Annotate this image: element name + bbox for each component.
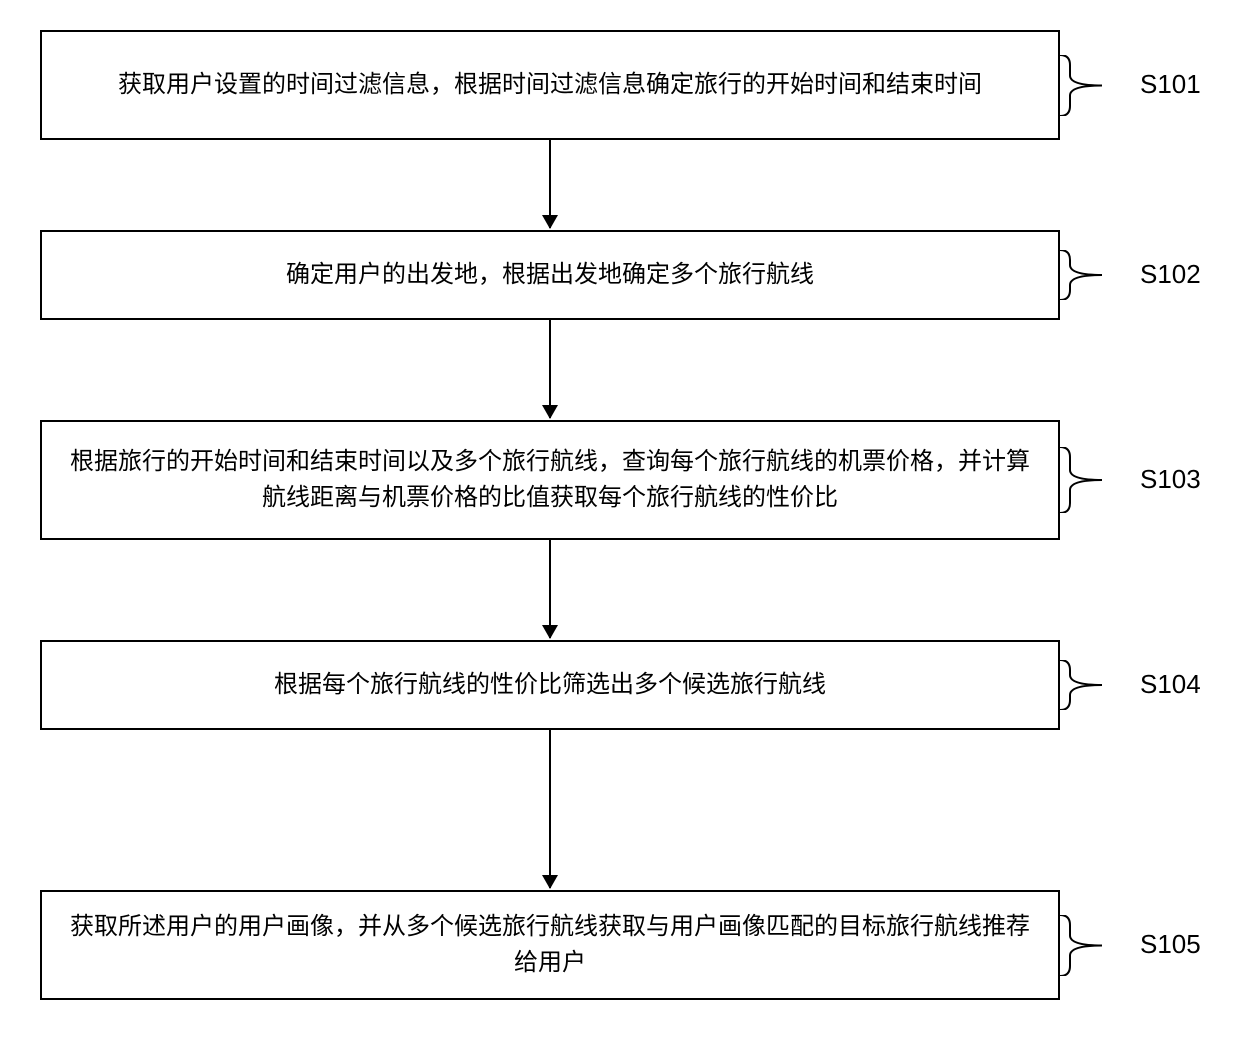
flowchart-step-box: 确定用户的出发地，根据出发地确定多个旅行航线 — [40, 230, 1060, 320]
flowchart-step-box: 根据旅行的开始时间和结束时间以及多个旅行航线，查询每个旅行航线的机票价格，并计算… — [40, 420, 1060, 540]
flowchart-step-box: 获取用户设置的时间过滤信息，根据时间过滤信息确定旅行的开始时间和结束时间 — [40, 30, 1060, 140]
flowchart-arrow — [549, 320, 551, 418]
flowchart-arrow — [549, 730, 551, 888]
step-bracket — [1060, 915, 1120, 981]
step-text: 根据每个旅行航线的性价比筛选出多个候选旅行航线 — [274, 667, 826, 703]
step-label: S102 — [1140, 259, 1201, 290]
flowchart-canvas: 获取用户设置的时间过滤信息，根据时间过滤信息确定旅行的开始时间和结束时间 S101… — [0, 0, 1240, 1045]
step-bracket — [1060, 660, 1120, 715]
step-text: 获取所述用户的用户画像，并从多个候选旅行航线获取与用户画像匹配的目标旅行航线推荐… — [62, 909, 1038, 981]
flowchart-arrow — [549, 140, 551, 228]
flowchart-step-box: 获取所述用户的用户画像，并从多个候选旅行航线获取与用户画像匹配的目标旅行航线推荐… — [40, 890, 1060, 1000]
step-bracket — [1060, 447, 1120, 518]
step-label: S103 — [1140, 464, 1201, 495]
step-bracket — [1060, 55, 1120, 121]
step-label: S101 — [1140, 69, 1201, 100]
step-bracket — [1060, 250, 1120, 305]
flowchart-arrow — [549, 540, 551, 638]
flowchart-step-box: 根据每个旅行航线的性价比筛选出多个候选旅行航线 — [40, 640, 1060, 730]
step-text: 根据旅行的开始时间和结束时间以及多个旅行航线，查询每个旅行航线的机票价格，并计算… — [62, 444, 1038, 516]
step-label: S105 — [1140, 929, 1201, 960]
step-label: S104 — [1140, 669, 1201, 700]
step-text: 确定用户的出发地，根据出发地确定多个旅行航线 — [286, 257, 814, 293]
step-text: 获取用户设置的时间过滤信息，根据时间过滤信息确定旅行的开始时间和结束时间 — [118, 67, 982, 103]
